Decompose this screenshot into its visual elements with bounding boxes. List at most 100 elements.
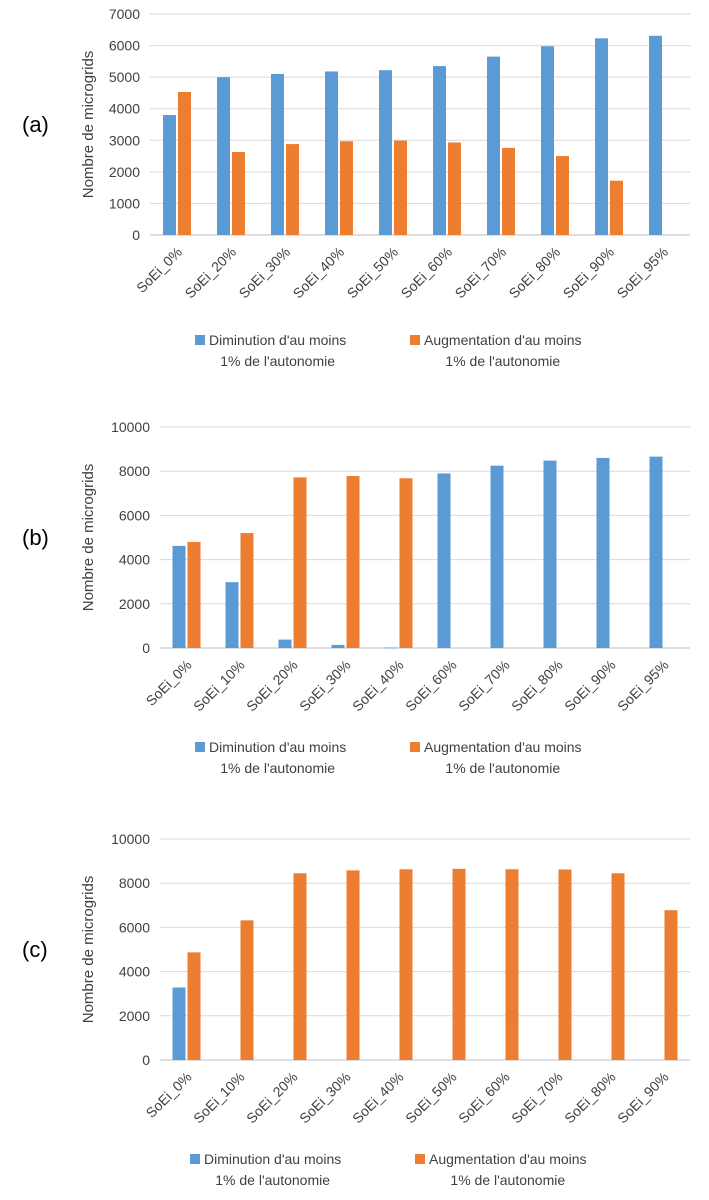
x-tick-label: SoEi_40% — [349, 1069, 407, 1127]
legend-swatch-decrease — [195, 742, 205, 752]
legend-label-decrease-line1: Diminution d'au moins — [204, 1151, 342, 1167]
bar-decrease-SoEi_40% — [325, 71, 338, 236]
x-tick-label: SoEi_90% — [614, 1069, 672, 1127]
y-tick-label: 6000 — [119, 507, 150, 523]
bar-chart-a: 0 1000 2000 3000 4000 5000 6000 7000 Nombre de m… — [80, 6, 690, 302]
x-tick-label: SoEi_50% — [402, 1069, 460, 1127]
legend-swatch-decrease — [195, 335, 205, 345]
legend-swatch-increase — [410, 742, 420, 752]
legend-label-decrease-line2: 1% de l'autonomie — [220, 353, 336, 369]
y-tick-label: 1000 — [109, 195, 140, 211]
legend-label-decrease-line2: 1% de l'autonomie — [220, 760, 336, 776]
bar-decrease-SoEi_90% — [595, 38, 608, 236]
legend-label-decrease-line2: 1% de l'autonomie — [215, 1172, 331, 1188]
y-tick-label: 2000 — [119, 1008, 150, 1024]
bar-increase-SoEi_20% — [293, 477, 307, 648]
x-tick-label: SoEi_20% — [243, 657, 301, 715]
x-tick-label: SoEi_20% — [243, 1069, 301, 1127]
bar-decrease-SoEi_30% — [331, 644, 345, 648]
bar-decrease-SoEi_20% — [278, 639, 292, 648]
x-tick-label: SoEi_70% — [508, 1069, 566, 1127]
bar-decrease-SoEi_30% — [271, 73, 284, 235]
bar-decrease-SoEi_10% — [225, 582, 239, 648]
bar-increase-SoEi_40% — [399, 478, 413, 648]
bar-decrease-SoEi_95% — [649, 35, 662, 235]
y-tick-label: 0 — [142, 640, 150, 656]
x-tick-label: SoEi_30% — [296, 657, 354, 715]
bar-decrease-SoEi_0% — [172, 987, 186, 1060]
x-tick-label: SoEi_10% — [190, 657, 248, 715]
bar-decrease-SoEi_20% — [217, 77, 230, 236]
x-tick-label: SoEi_70% — [455, 657, 513, 715]
bar-increase-SoEi_30% — [346, 476, 360, 648]
bar-increase-SoEi_30% — [346, 870, 360, 1060]
x-tick-label: SoEi_20% — [182, 244, 240, 302]
bar-increase-SoEi_90% — [664, 910, 678, 1060]
panel-label: (c) — [22, 937, 48, 962]
legend-label-increase-line2: 1% de l'autonomie — [445, 353, 561, 369]
bar-increase-SoEi_30% — [286, 144, 299, 235]
x-tick-label: SoEi_70% — [452, 244, 510, 302]
bar-decrease-SoEi_70% — [487, 56, 500, 235]
x-tick-label: SoEi_60% — [455, 1069, 513, 1127]
x-tick-label: SoEi_40% — [349, 657, 407, 715]
y-tick-label: 10000 — [111, 831, 150, 847]
x-tick-label: SoEi_60% — [402, 657, 460, 715]
bar-increase-SoEi_60% — [448, 142, 461, 235]
x-tick-label: SoEi_95% — [614, 657, 672, 715]
bar-chart-b: 0 2000 4000 6000 8000 10000 Nombre de microgri… — [80, 419, 690, 715]
bar-decrease-SoEi_80% — [543, 460, 557, 648]
y-tick-label: 3000 — [109, 132, 140, 148]
y-tick-label: 2000 — [119, 596, 150, 612]
legend-label-decrease-line1: Diminution d'au moins — [209, 739, 347, 755]
y-tick-label: 6000 — [109, 38, 140, 54]
x-tick-label: SoEi_80% — [508, 657, 566, 715]
bar-decrease-SoEi_95% — [649, 456, 663, 648]
bar-decrease-SoEi_40% — [384, 647, 398, 649]
bar-increase-SoEi_40% — [399, 869, 413, 1060]
x-tick-label: SoEi_40% — [290, 244, 348, 302]
bar-increase-SoEi_20% — [232, 151, 245, 235]
panel-label: (a) — [22, 112, 49, 137]
bar-increase-SoEi_0% — [178, 91, 191, 235]
y-tick-label: 4000 — [109, 101, 140, 117]
y-tick-label: 4000 — [119, 964, 150, 980]
y-tick-label: 2000 — [109, 164, 140, 180]
bar-increase-SoEi_10% — [240, 920, 254, 1060]
legend-label-increase-line1: Augmentation d'au moins — [424, 739, 582, 755]
bar-decrease-SoEi_60% — [437, 473, 451, 648]
x-tick-label: SoEi_30% — [236, 244, 294, 302]
legend-item-decrease: Diminution d'au moins 1% de l'autonomie — [195, 330, 346, 372]
legend-swatch-increase — [410, 335, 420, 345]
x-tick-label: SoEi_60% — [398, 244, 456, 302]
y-tick-label: 7000 — [109, 6, 140, 22]
y-axis-label: Nombre de microgrids — [80, 876, 97, 1024]
bar-chart-c: 0 2000 4000 6000 8000 10000 Nombre de microgri… — [80, 831, 690, 1127]
legend-item-increase: Augmentation d'au moins 1% de l'autonomi… — [410, 737, 582, 779]
x-tick-label: SoEi_0% — [143, 1069, 195, 1121]
bar-increase-SoEi_80% — [556, 156, 569, 235]
legend-item-decrease: Diminution d'au moins 1% de l'autonomie — [195, 737, 346, 779]
y-tick-label: 10000 — [111, 419, 150, 435]
y-tick-label: 8000 — [119, 463, 150, 479]
bar-increase-SoEi_0% — [187, 541, 201, 648]
bar-decrease-SoEi_70% — [490, 465, 504, 648]
bar-decrease-SoEi_60% — [433, 66, 446, 235]
legend-item-increase: Augmentation d'au moins 1% de l'autonomi… — [415, 1149, 587, 1191]
legend-label-increase-line1: Augmentation d'au moins — [424, 332, 582, 348]
y-tick-label: 0 — [132, 227, 140, 243]
y-tick-label: 8000 — [119, 875, 150, 891]
bar-decrease-SoEi_50% — [379, 70, 392, 235]
chart-panel-c: (c) 0 2000 4000 6000 8000 10000 Nombre de micr… — [0, 820, 709, 1200]
bar-decrease-SoEi_0% — [172, 545, 186, 648]
bar-increase-SoEi_70% — [502, 147, 515, 235]
bar-increase-SoEi_50% — [452, 868, 466, 1060]
bar-decrease-SoEi_0% — [163, 115, 176, 235]
chart-panel-b: (b) 0 2000 4000 6000 8000 10000 Nombre de micr… — [0, 410, 709, 790]
bar-increase-SoEi_60% — [505, 869, 519, 1060]
x-tick-label: SoEi_30% — [296, 1069, 354, 1127]
bar-decrease-SoEi_90% — [596, 457, 610, 648]
bar-increase-SoEi_50% — [394, 140, 407, 235]
bar-increase-SoEi_90% — [610, 180, 623, 235]
x-tick-label: SoEi_0% — [133, 244, 185, 296]
